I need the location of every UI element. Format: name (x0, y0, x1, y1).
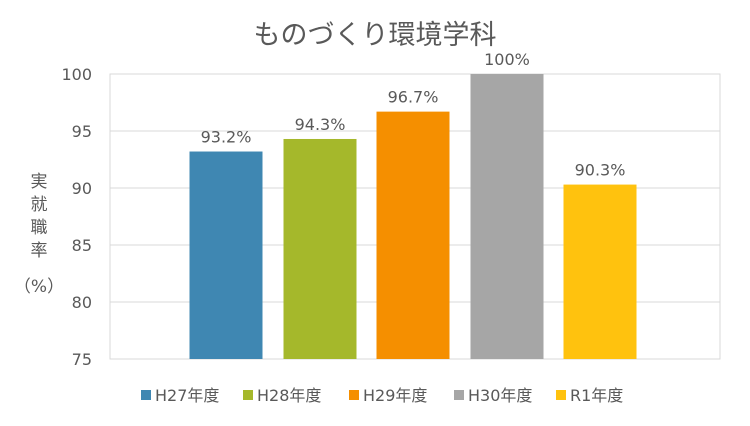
y-tick-label: 85 (72, 236, 92, 255)
legend: H27年度 H28年度 H29年度 H30年度 R1年度 (141, 386, 623, 405)
bars (189, 74, 637, 360)
bar-2 (376, 111, 450, 360)
data-label-0: 93.2% (201, 128, 252, 147)
y-tick-label: 95 (72, 122, 92, 141)
chart-title: ものづくり環境学科 (254, 20, 497, 51)
legend-label-0: H27年度 (155, 386, 219, 405)
legend-label-4: R1年度 (570, 386, 623, 405)
y-tick-label: 80 (72, 293, 92, 312)
data-label-1: 94.3% (295, 115, 346, 134)
y-axis-label-char: 率 (31, 241, 48, 261)
legend-swatch-4 (556, 390, 566, 400)
y-axis-ticks: 75 80 85 90 95 100 (61, 65, 92, 369)
y-axis-label-char: 実 (31, 172, 48, 192)
y-axis-label-unit: （%） (14, 277, 64, 297)
legend-swatch-2 (349, 390, 359, 400)
data-labels: 93.2% 94.3% 96.7% 100% 90.3% (201, 50, 626, 180)
legend-label-1: H28年度 (257, 386, 321, 405)
y-tick-label: 75 (72, 350, 92, 369)
legend-swatch-3 (454, 390, 464, 400)
bar-1 (283, 138, 357, 359)
legend-label-3: H30年度 (468, 386, 532, 405)
y-tick-label: 100 (61, 65, 92, 84)
y-axis-label-char: 就 (31, 195, 48, 215)
data-label-4: 90.3% (575, 161, 626, 180)
y-axis-label-char: 職 (31, 218, 48, 238)
legend-swatch-1 (243, 390, 253, 400)
bar-3 (470, 74, 544, 359)
legend-label-2: H29年度 (363, 386, 427, 405)
y-tick-label: 90 (72, 179, 92, 198)
data-label-3: 100% (484, 50, 530, 69)
legend-swatch-0 (141, 390, 151, 400)
data-label-2: 96.7% (388, 88, 439, 107)
bar-4 (563, 184, 637, 359)
bar-0 (189, 151, 263, 359)
